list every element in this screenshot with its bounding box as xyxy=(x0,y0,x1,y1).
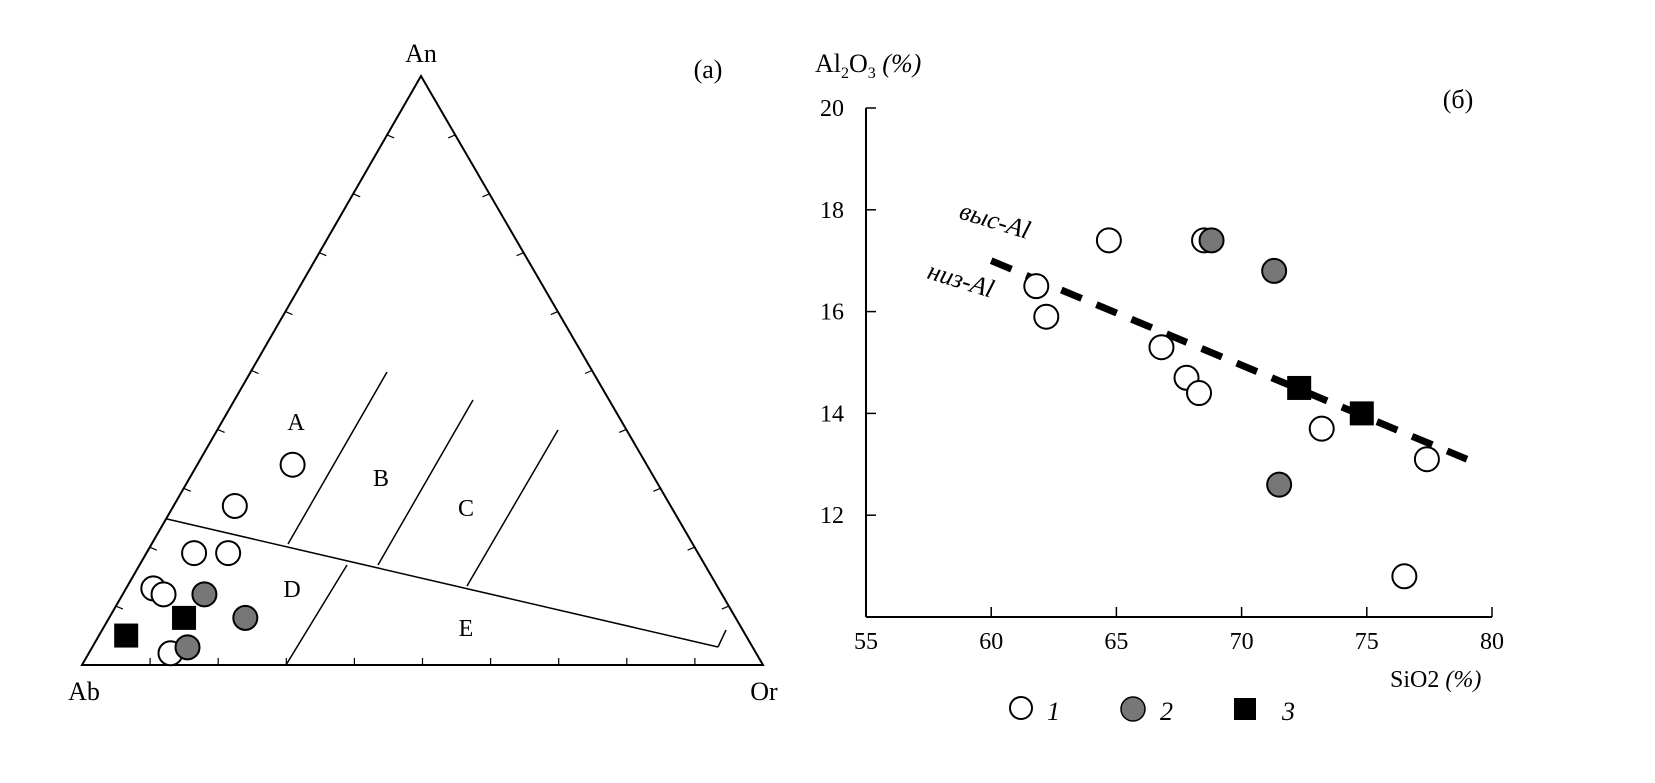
ternary-tick-left-3 xyxy=(183,487,191,492)
field-label-e: E xyxy=(459,616,474,642)
ternary-tick-left-2 xyxy=(149,546,158,551)
ternary-outline xyxy=(80,74,765,666)
ternary-point-series2-1 xyxy=(191,581,218,608)
x-tick-label-60: 60 xyxy=(979,629,1003,655)
ternary-tick-right-9 xyxy=(721,605,730,610)
legend-symbol-2 xyxy=(1120,696,1146,722)
ternary-tick-left-9 xyxy=(386,134,395,139)
ternary-tick-left-8 xyxy=(352,193,361,198)
field-boundary-corner xyxy=(717,629,727,648)
scatter-point-series1-10 xyxy=(1413,446,1440,473)
x-tick-label-65: 65 xyxy=(1104,629,1128,655)
y-tick-label-18: 18 xyxy=(820,198,844,224)
y-tick-label-20: 20 xyxy=(820,96,844,122)
ternary-tick-right-2 xyxy=(482,193,490,198)
scatter-point-series1-8 xyxy=(1308,415,1335,442)
ternary-point-series1-2 xyxy=(221,492,248,519)
field-label-a: A xyxy=(287,410,305,436)
scatter-point-series1-2 xyxy=(1033,303,1060,330)
x-tick-label-80: 80 xyxy=(1480,629,1504,655)
ternary-ticks xyxy=(115,134,730,665)
ternary-tick-right-8 xyxy=(687,546,695,551)
field-boundary-ab xyxy=(287,371,388,545)
ternary-tick-left-7 xyxy=(319,252,327,257)
legend-symbol-1 xyxy=(1009,696,1033,720)
vertex-label-right: Or xyxy=(750,677,778,706)
ternary-point-series1-1 xyxy=(279,451,306,478)
ternary-tick-left-1 xyxy=(115,605,124,610)
ternary-tick-left-5 xyxy=(251,369,259,375)
ternary-field-lines xyxy=(166,371,727,666)
scatter-point-series1-9 xyxy=(1391,563,1418,590)
scatter-point-series3-2 xyxy=(1349,401,1374,426)
legend-symbol-3 xyxy=(1234,698,1256,720)
scatter-point-series1-1 xyxy=(1023,273,1050,300)
legend: 1 2 3 xyxy=(1009,696,1295,726)
axis-ticks: 55 60 65 70 75 80 12 14 16 18 20 xyxy=(820,96,1504,655)
scatter-points xyxy=(1023,227,1440,590)
ternary-tick-right-6 xyxy=(618,428,627,433)
legend-label-2: 2 xyxy=(1160,697,1173,726)
label-low-al: низ-Al xyxy=(924,256,997,304)
ternary-points xyxy=(114,451,306,667)
y-axis-title: Al2O3 (%) xyxy=(815,49,921,82)
ternary-point-series2-2 xyxy=(232,604,259,631)
ternary-point-series2-3 xyxy=(174,634,201,661)
ternary-tick-right-1 xyxy=(447,134,456,139)
ternary-tick-left-4 xyxy=(217,428,225,433)
field-label-d: D xyxy=(283,577,300,603)
scatter-point-series3-1 xyxy=(1287,375,1312,400)
panel-label-a: (a) xyxy=(694,55,723,84)
legend-label-1: 1 xyxy=(1047,697,1060,726)
field-boundary-de-left xyxy=(166,518,719,648)
ternary-tick-left-6 xyxy=(285,311,293,316)
x-tick-label-55: 55 xyxy=(854,629,878,655)
high-low-al-divider xyxy=(989,257,1469,463)
ternary-point-series1-6 xyxy=(150,581,177,608)
ternary-tick-right-4 xyxy=(550,311,559,316)
scatter-point-series2-2 xyxy=(1261,257,1288,284)
scatter-point-series1-4 xyxy=(1148,334,1175,361)
ternary-point-series1-4 xyxy=(215,540,242,567)
scatter-point-series2-1 xyxy=(1198,227,1225,254)
field-label-c: C xyxy=(458,496,474,522)
ternary-tick-right-3 xyxy=(516,252,524,257)
y-tick-label-14: 14 xyxy=(820,401,844,427)
x-tick-label-75: 75 xyxy=(1355,629,1379,655)
field-boundary-c xyxy=(466,429,559,587)
field-label-b: B xyxy=(373,466,389,492)
y-tick-label-16: 16 xyxy=(820,300,844,326)
label-high-al: выс-Al xyxy=(956,196,1034,245)
panel-label-b: (б) xyxy=(1443,85,1474,114)
ternary-point-series3-2 xyxy=(114,623,139,648)
field-boundary-de xyxy=(285,564,348,666)
field-boundary-bc xyxy=(377,399,474,566)
ternary-tick-right-5 xyxy=(584,369,593,375)
vertex-label-left: Ab xyxy=(68,677,100,706)
scatter-point-series1-6 xyxy=(1186,380,1213,407)
scatter-point-series2-3 xyxy=(1266,471,1293,498)
y-tick-label-12: 12 xyxy=(820,503,844,529)
vertex-label-top: An xyxy=(405,39,437,68)
x-axis-title: SiO2 (%) xyxy=(1390,667,1481,693)
x-tick-label-70: 70 xyxy=(1230,629,1254,655)
ternary-point-series3-1 xyxy=(172,605,197,630)
ternary-point-series1-3 xyxy=(181,540,208,567)
scatter-point-series1-3 xyxy=(1095,227,1122,254)
ternary-panel: An Ab Or (a) A B C D E xyxy=(68,39,778,706)
legend-label-3: 3 xyxy=(1281,697,1295,726)
scatter-panel: 55 60 65 70 75 80 12 14 16 18 20 Al2O3 (%) SiO2 (%… xyxy=(815,49,1504,693)
ternary-tick-right-7 xyxy=(653,487,661,492)
